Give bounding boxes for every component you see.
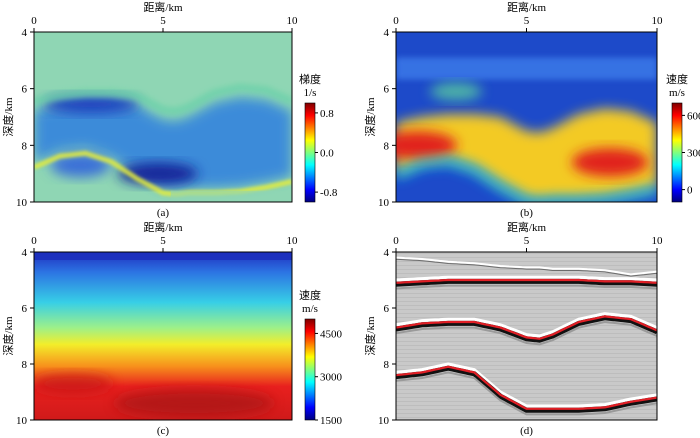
y-tick-label: 4 (384, 247, 390, 259)
x-tick-label: 0 (31, 235, 37, 247)
velocity-pert-shallow (396, 57, 657, 80)
panel-a-image (34, 32, 292, 202)
reflector-black-1 (396, 278, 657, 287)
y-tick-label: 10 (16, 415, 28, 427)
y-tick-label: 6 (22, 303, 28, 315)
reflector-tail-2 (396, 320, 657, 346)
x-tick-label: 10 (652, 15, 664, 27)
y-axis-label: 深度/km (363, 316, 377, 356)
x-tick-label: 5 (160, 15, 166, 27)
colorbar-title: m/s (302, 303, 318, 315)
y-tick-label: 4 (22, 27, 28, 39)
colorbar-tick-label: 1500 (320, 415, 343, 427)
y-tick-label: 6 (384, 303, 390, 315)
colorbar-tick-label: 600 (687, 110, 700, 122)
gradient-high-band (34, 150, 292, 197)
colorbar-tick-label: 4500 (320, 328, 343, 340)
x-tick-label: 10 (652, 235, 664, 247)
colorbar: 速度m/s 4500 3000 1500 (299, 288, 343, 427)
panel-d-image (396, 252, 657, 420)
velocity-pert-band (396, 108, 657, 201)
picked-horizon-2 (396, 315, 657, 340)
panel-b-image (396, 32, 657, 202)
velocity-pert-max-right (572, 148, 649, 177)
y-tick-label: 6 (22, 84, 28, 96)
reflector-black-2 (396, 315, 657, 343)
velocity-pert-lower (396, 155, 657, 202)
reflector-white-1 (396, 275, 657, 282)
x-tick-label: 0 (393, 235, 399, 247)
panel-label: (b) (520, 207, 533, 219)
x-tick-label: 10 (287, 235, 299, 247)
y-axis-label: 深度/km (1, 316, 15, 356)
y-tick-label: 4 (384, 27, 390, 39)
colorbar-ramp (304, 318, 316, 421)
x-axis-label: 距离/km (507, 0, 547, 14)
y-tick-label: 6 (384, 84, 390, 96)
colorbar-title: 1/s (304, 87, 317, 99)
y-tick-label: 8 (22, 140, 28, 152)
colorbar: 速度m/s600 300 0 (666, 72, 700, 203)
velocity-water-layer (34, 252, 292, 260)
colorbar-title: m/s (669, 87, 685, 99)
colorbar-ramp (304, 102, 316, 203)
colorbar-title: 速度 (666, 72, 688, 86)
gradient-low-left (50, 153, 111, 178)
panel-c-image (34, 252, 292, 420)
y-tick-label: 8 (22, 359, 28, 371)
panel-c: 0 5 10 距离/km 4 6 8 10 深度/km (c) 速度m/s 4500 3000 1500 (1, 220, 343, 437)
picked-horizon-3 (396, 365, 657, 410)
panel-d: 0 5 10 距离/km 4 6 8 10 深度/km (d) (363, 220, 663, 437)
x-tick-label: 10 (287, 15, 299, 27)
y-tick-label: 4 (22, 247, 28, 259)
panel-a: 0 5 10 距离/km 4 6 8 10 深度/km (a) 梯度1/s0.8 0.0 -0.8 (1, 0, 338, 219)
colorbar: 梯度1/s0.8 0.0 -0.8 (299, 72, 338, 203)
colorbar-tick-label: 3000 (320, 372, 343, 384)
panel-b: 0 5 10 距离/km 4 6 8 10 深度/km (b) 速度m/s600 300 0 (363, 0, 700, 219)
y-tick-label: 10 (378, 415, 390, 427)
velocity-deep-low (113, 389, 274, 418)
y-tick-label: 10 (16, 197, 28, 209)
colorbar-title: 梯度 (299, 72, 321, 86)
colorbar-ramp (671, 102, 683, 203)
gradient-min-shallow (42, 95, 139, 114)
picked-horizon-1 (396, 278, 657, 284)
horizon-white (396, 256, 657, 276)
y-tick-label: 8 (384, 140, 390, 152)
colorbar-tick-label: -0.8 (320, 187, 338, 199)
x-tick-label: 5 (524, 15, 530, 27)
velocity-pert-lens (430, 82, 483, 101)
reflector-white-2 (396, 312, 657, 338)
x-axis-label: 距离/km (507, 220, 547, 234)
colorbar-title: 速度 (299, 288, 321, 302)
y-axis-label: 深度/km (363, 97, 377, 137)
reflector-white-3 (396, 362, 657, 408)
x-axis-label: 距离/km (143, 220, 183, 234)
x-tick-label: 0 (31, 15, 37, 27)
y-tick-label: 8 (384, 359, 390, 371)
reflector-black-3 (396, 365, 657, 413)
horizon-white-shadow (396, 258, 657, 277)
x-tick-label: 5 (524, 235, 530, 247)
velocity-deep-left (34, 373, 113, 394)
panel-label: (d) (520, 425, 533, 437)
velocity-pert-max-left (396, 131, 457, 160)
colorbar-tick-label: 300 (687, 148, 700, 160)
x-tick-label: 0 (393, 15, 399, 27)
gradient-mid-band (34, 83, 292, 116)
colorbar-tick-label: 0.8 (320, 108, 334, 120)
y-axis-label: 深度/km (1, 97, 15, 137)
reflector-tail-1 (396, 284, 657, 290)
y-tick-label: 10 (378, 197, 390, 209)
x-axis-label: 距离/km (143, 0, 183, 14)
panel-label: (c) (157, 425, 170, 437)
reflector-tail-3 (396, 371, 657, 416)
gradient-low-zone (34, 97, 292, 190)
panel-label: (a) (157, 207, 170, 219)
x-tick-label: 5 (160, 235, 166, 247)
colorbar-tick-label: 0 (687, 185, 693, 197)
colorbar-tick-label: 0.0 (320, 148, 334, 160)
gradient-base (170, 190, 292, 202)
